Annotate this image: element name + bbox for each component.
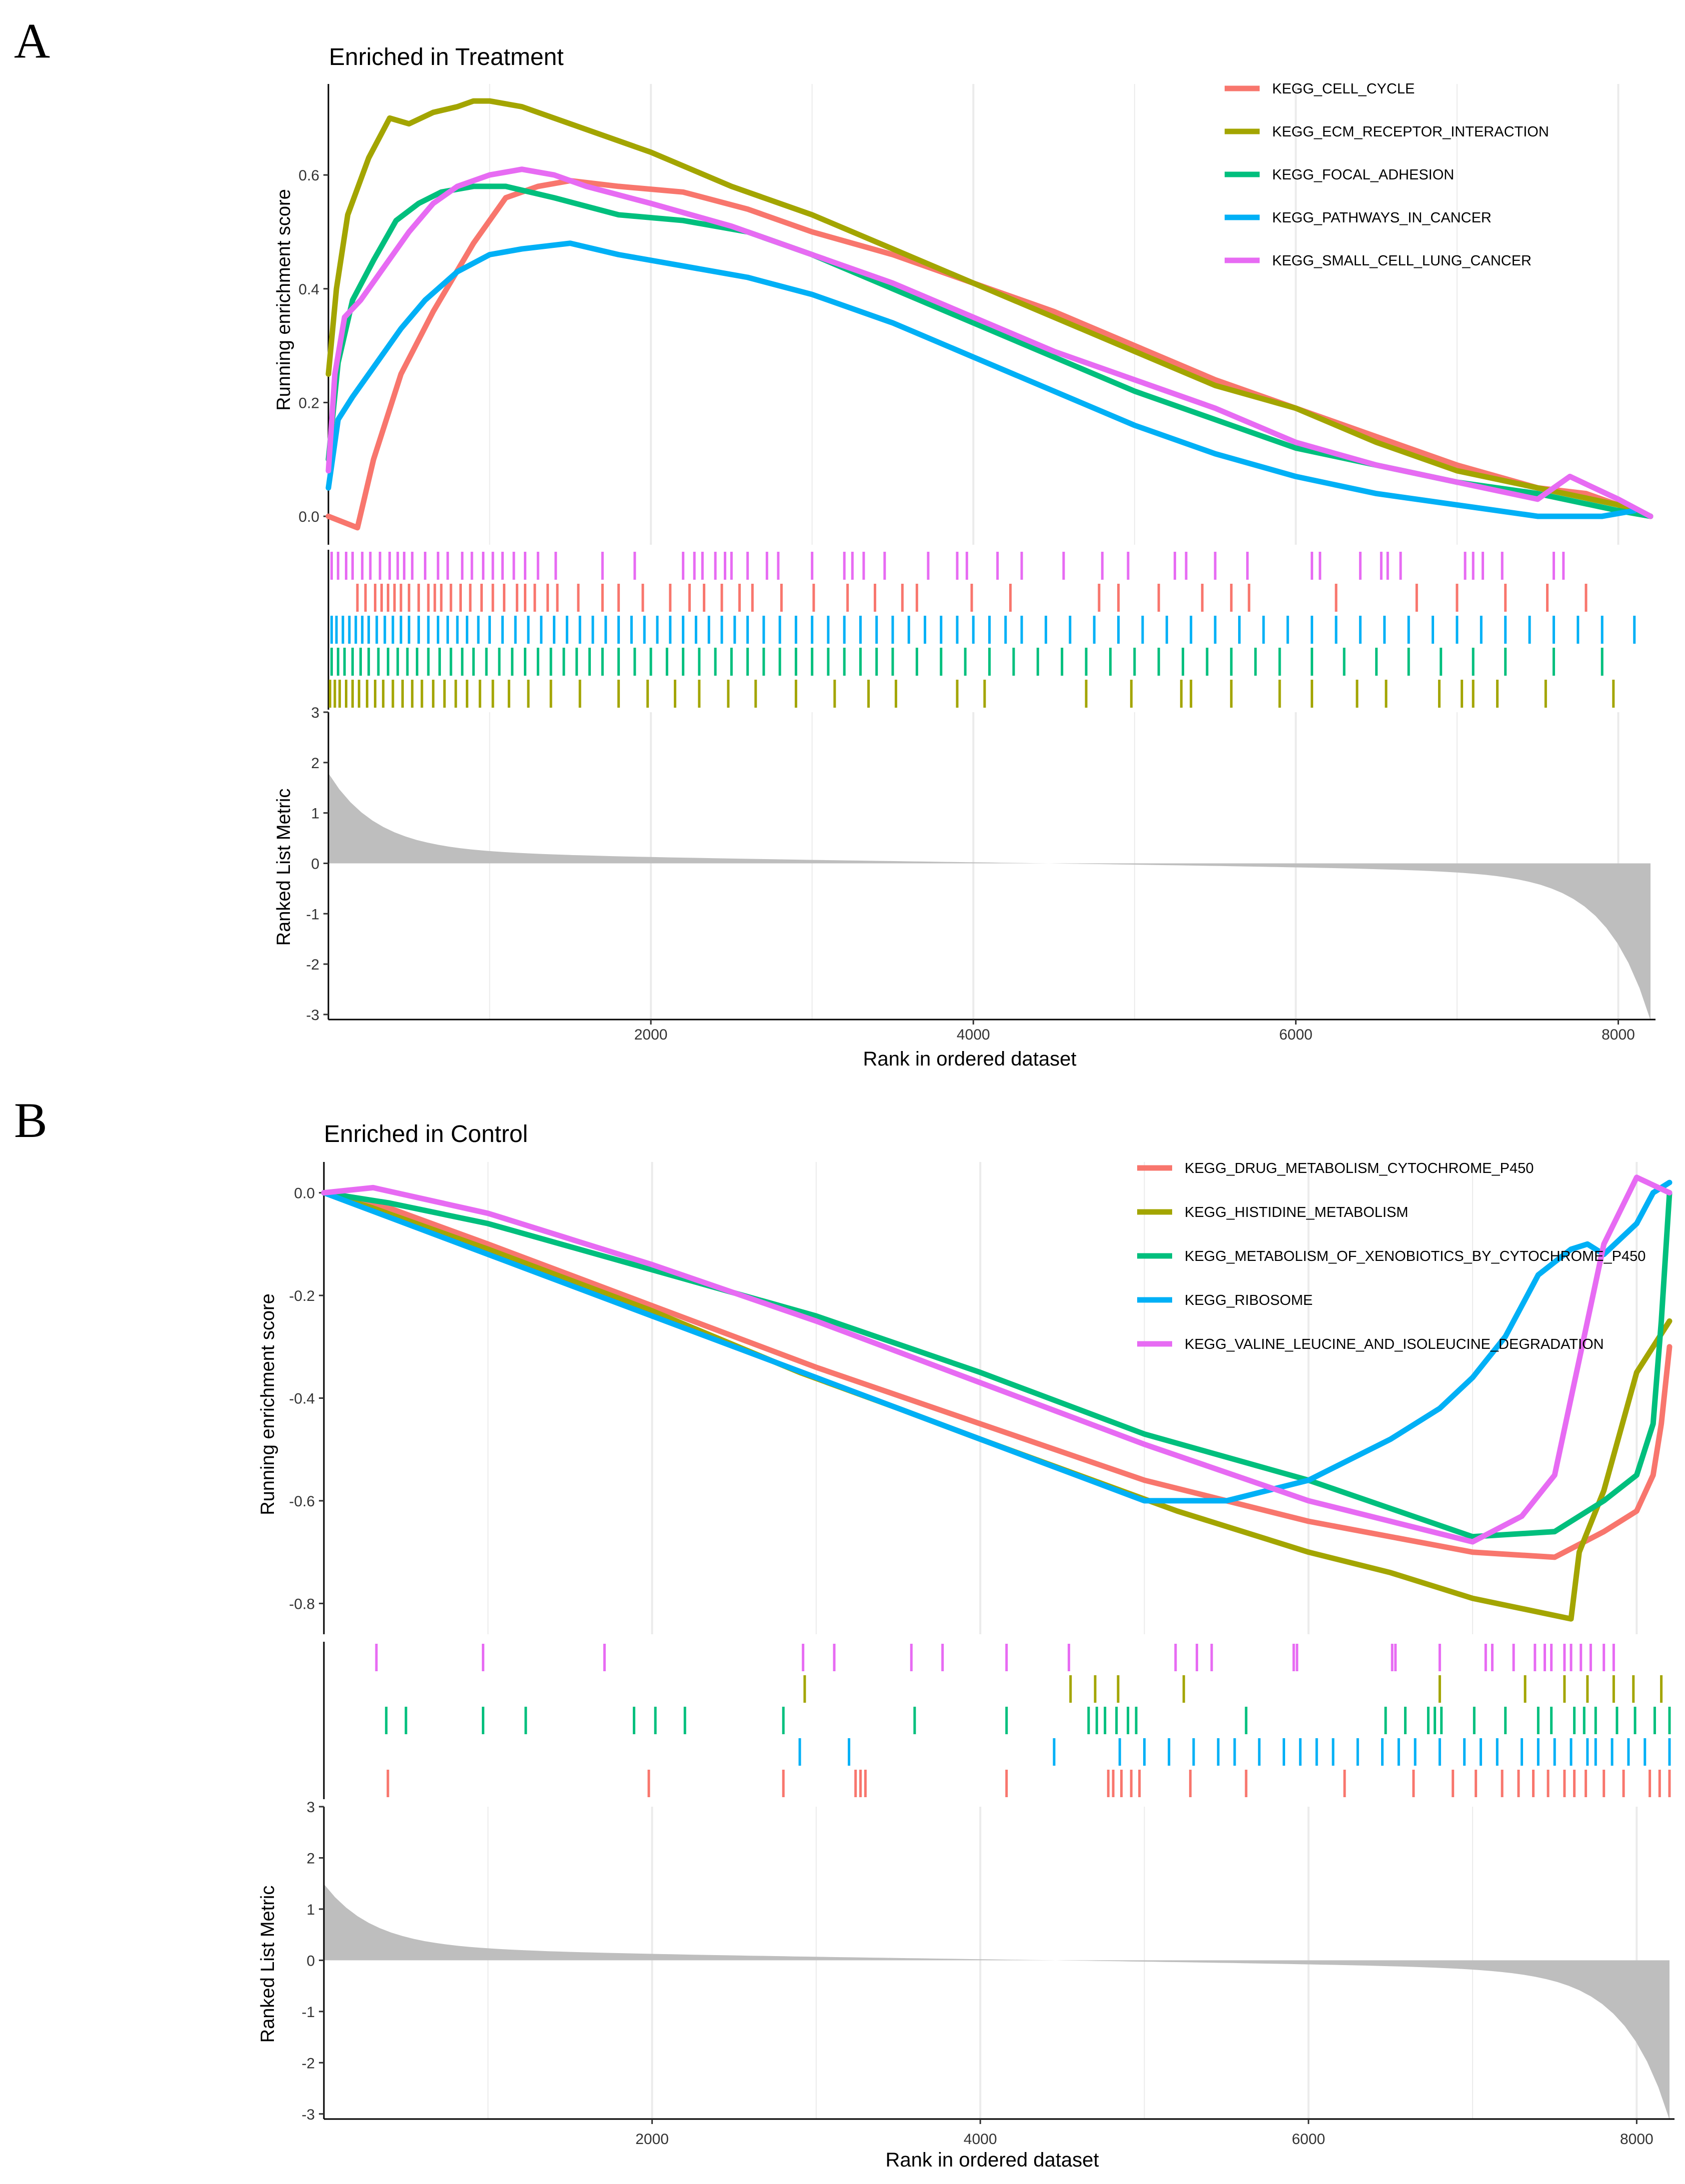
x-tick-label: 4000 (964, 2131, 997, 2148)
panel-a-es-plot: 0.0 0.2 0.4 0.6 (298, 84, 1654, 545)
metric-y-tick-label: -1 (306, 906, 319, 923)
x-tick-label: 6000 (1292, 2131, 1325, 2148)
es-line-kegg-ecm-receptor-interaction (325, 98, 1654, 519)
metric-y-tick-label: 2 (311, 755, 319, 772)
panel-a-title: Enriched in Treatment (329, 44, 564, 70)
legend-label: KEGG_SMALL_CELL_LUNG_CANCER (1272, 253, 1532, 269)
legend-label: KEGG_PATHWAYS_IN_CANCER (1272, 210, 1492, 226)
panel-b-title: Enriched in Control (324, 1121, 528, 1147)
panel-a-hit-rows (327, 550, 1636, 710)
es-line-kegg-valine-leucine-and-isoleucine-degradation (321, 1174, 1673, 1545)
panel-b-ranked-metric: 3 2 1 0 -1 -2 -3 2000 4000 6000 8000 (301, 1799, 1675, 2148)
legend-label: KEGG_RIBOSOME (1185, 1292, 1313, 1308)
es-y-tick-label: -0.6 (289, 1493, 315, 1510)
es-line-kegg-drug-metabolism-cytochrome-p450 (321, 1190, 1673, 1560)
legend-label: KEGG_FOCAL_ADHESION (1272, 167, 1454, 183)
legend-label: KEGG_ECM_RECEPTOR_INTERACTION (1272, 124, 1549, 140)
panel-b-es-plot: 0.0 -0.2 -0.4 -0.6 -0.8 (289, 1162, 1673, 1634)
legend-label: KEGG_DRUG_METABOLISM_CYTOCHROME_P450 (1185, 1160, 1534, 1176)
metric-y-tick-label: 0 (311, 856, 319, 872)
es-line-kegg-cell-cycle (325, 178, 1654, 531)
panel-b-letter: B (14, 1092, 47, 1148)
metric-y-tick-label: 1 (311, 806, 319, 822)
es-y-tick-label: -0.4 (289, 1391, 315, 1407)
es-line-kegg-small-cell-lung-cancer (325, 166, 1654, 519)
metric-y-tick-label: -2 (306, 957, 319, 973)
panel-b-legend: KEGG_DRUG_METABOLISM_CYTOCHROME_P450 KEGG… (1137, 1160, 1646, 1352)
metric-y-tick-label: -3 (301, 2107, 315, 2123)
metric-y-tick-label: -3 (306, 1007, 319, 1024)
es-y-tick-label: -0.2 (289, 1288, 315, 1304)
panel-a-letter: A (14, 13, 50, 68)
es-y-tick-label: 0.0 (294, 1185, 315, 1202)
es-y-tick-label: 0.2 (298, 395, 319, 411)
panel-a-metric-y-label: Ranked List Metric (273, 789, 294, 946)
panel-a-es-y-label: Running enrichment score (273, 189, 294, 411)
panel-a: A Enriched in Treatment 0.0 0.2 0.4 0.6 3 2 1… (14, 13, 1656, 1070)
panel-a-legend: KEGG_CELL_CYCLE KEGG_ECM_RECEPTOR_INTERAC… (1225, 81, 1549, 269)
x-tick-label: 8000 (1602, 1027, 1635, 1043)
metric-y-tick-label: 1 (306, 1902, 315, 1918)
metric-y-tick-label: -1 (301, 2004, 315, 2021)
metric-y-tick-label: 2 (306, 1850, 315, 1867)
panel-b-metric-y-label: Ranked List Metric (257, 1886, 278, 2043)
panel-a-ranked-metric: 3 2 1 0 -1 -2 -3 2000 4000 6000 8000 (306, 705, 1656, 1043)
metric-y-tick-label: 3 (311, 705, 319, 721)
panel-b-hit-rows (323, 1642, 1671, 1799)
panel-b: B Enriched in Control 0.0 -0.2 -0.4 -0.6 -0.… (14, 1092, 1675, 2171)
es-y-tick-label: 0.6 (298, 167, 319, 184)
es-y-tick-label: -0.8 (289, 1596, 315, 1612)
es-y-tick-label: 0.4 (298, 281, 319, 298)
metric-y-tick-label: 3 (306, 1799, 315, 1816)
x-tick-label: 2000 (634, 1027, 668, 1043)
panel-b-x-axis-label: Rank in ordered dataset (886, 2149, 1099, 2171)
x-tick-label: 6000 (1279, 1027, 1313, 1043)
metric-y-tick-label: 0 (306, 1953, 315, 1969)
x-tick-label: 8000 (1620, 2131, 1654, 2148)
metric-y-tick-label: -2 (301, 2055, 315, 2072)
legend-label: KEGG_HISTIDINE_METABOLISM (1185, 1204, 1408, 1220)
es-y-tick-label: 0.0 (298, 509, 319, 525)
es-line-kegg-histidine-metabolism (321, 1190, 1673, 1622)
legend-label: KEGG_CELL_CYCLE (1272, 81, 1415, 97)
panel-a-x-axis-label: Rank in ordered dataset (863, 1048, 1077, 1070)
legend-label: KEGG_METABOLISM_OF_XENOBIOTICS_BY_CYTOCH… (1185, 1248, 1646, 1264)
legend-label: KEGG_VALINE_LEUCINE_AND_ISOLEUCINE_DEGRA… (1185, 1336, 1604, 1352)
x-tick-label: 2000 (635, 2131, 669, 2148)
es-line-kegg-pathways-in-cancer (325, 240, 1638, 519)
x-tick-label: 4000 (957, 1027, 990, 1043)
panel-b-es-y-label: Running enrichment score (257, 1293, 278, 1515)
